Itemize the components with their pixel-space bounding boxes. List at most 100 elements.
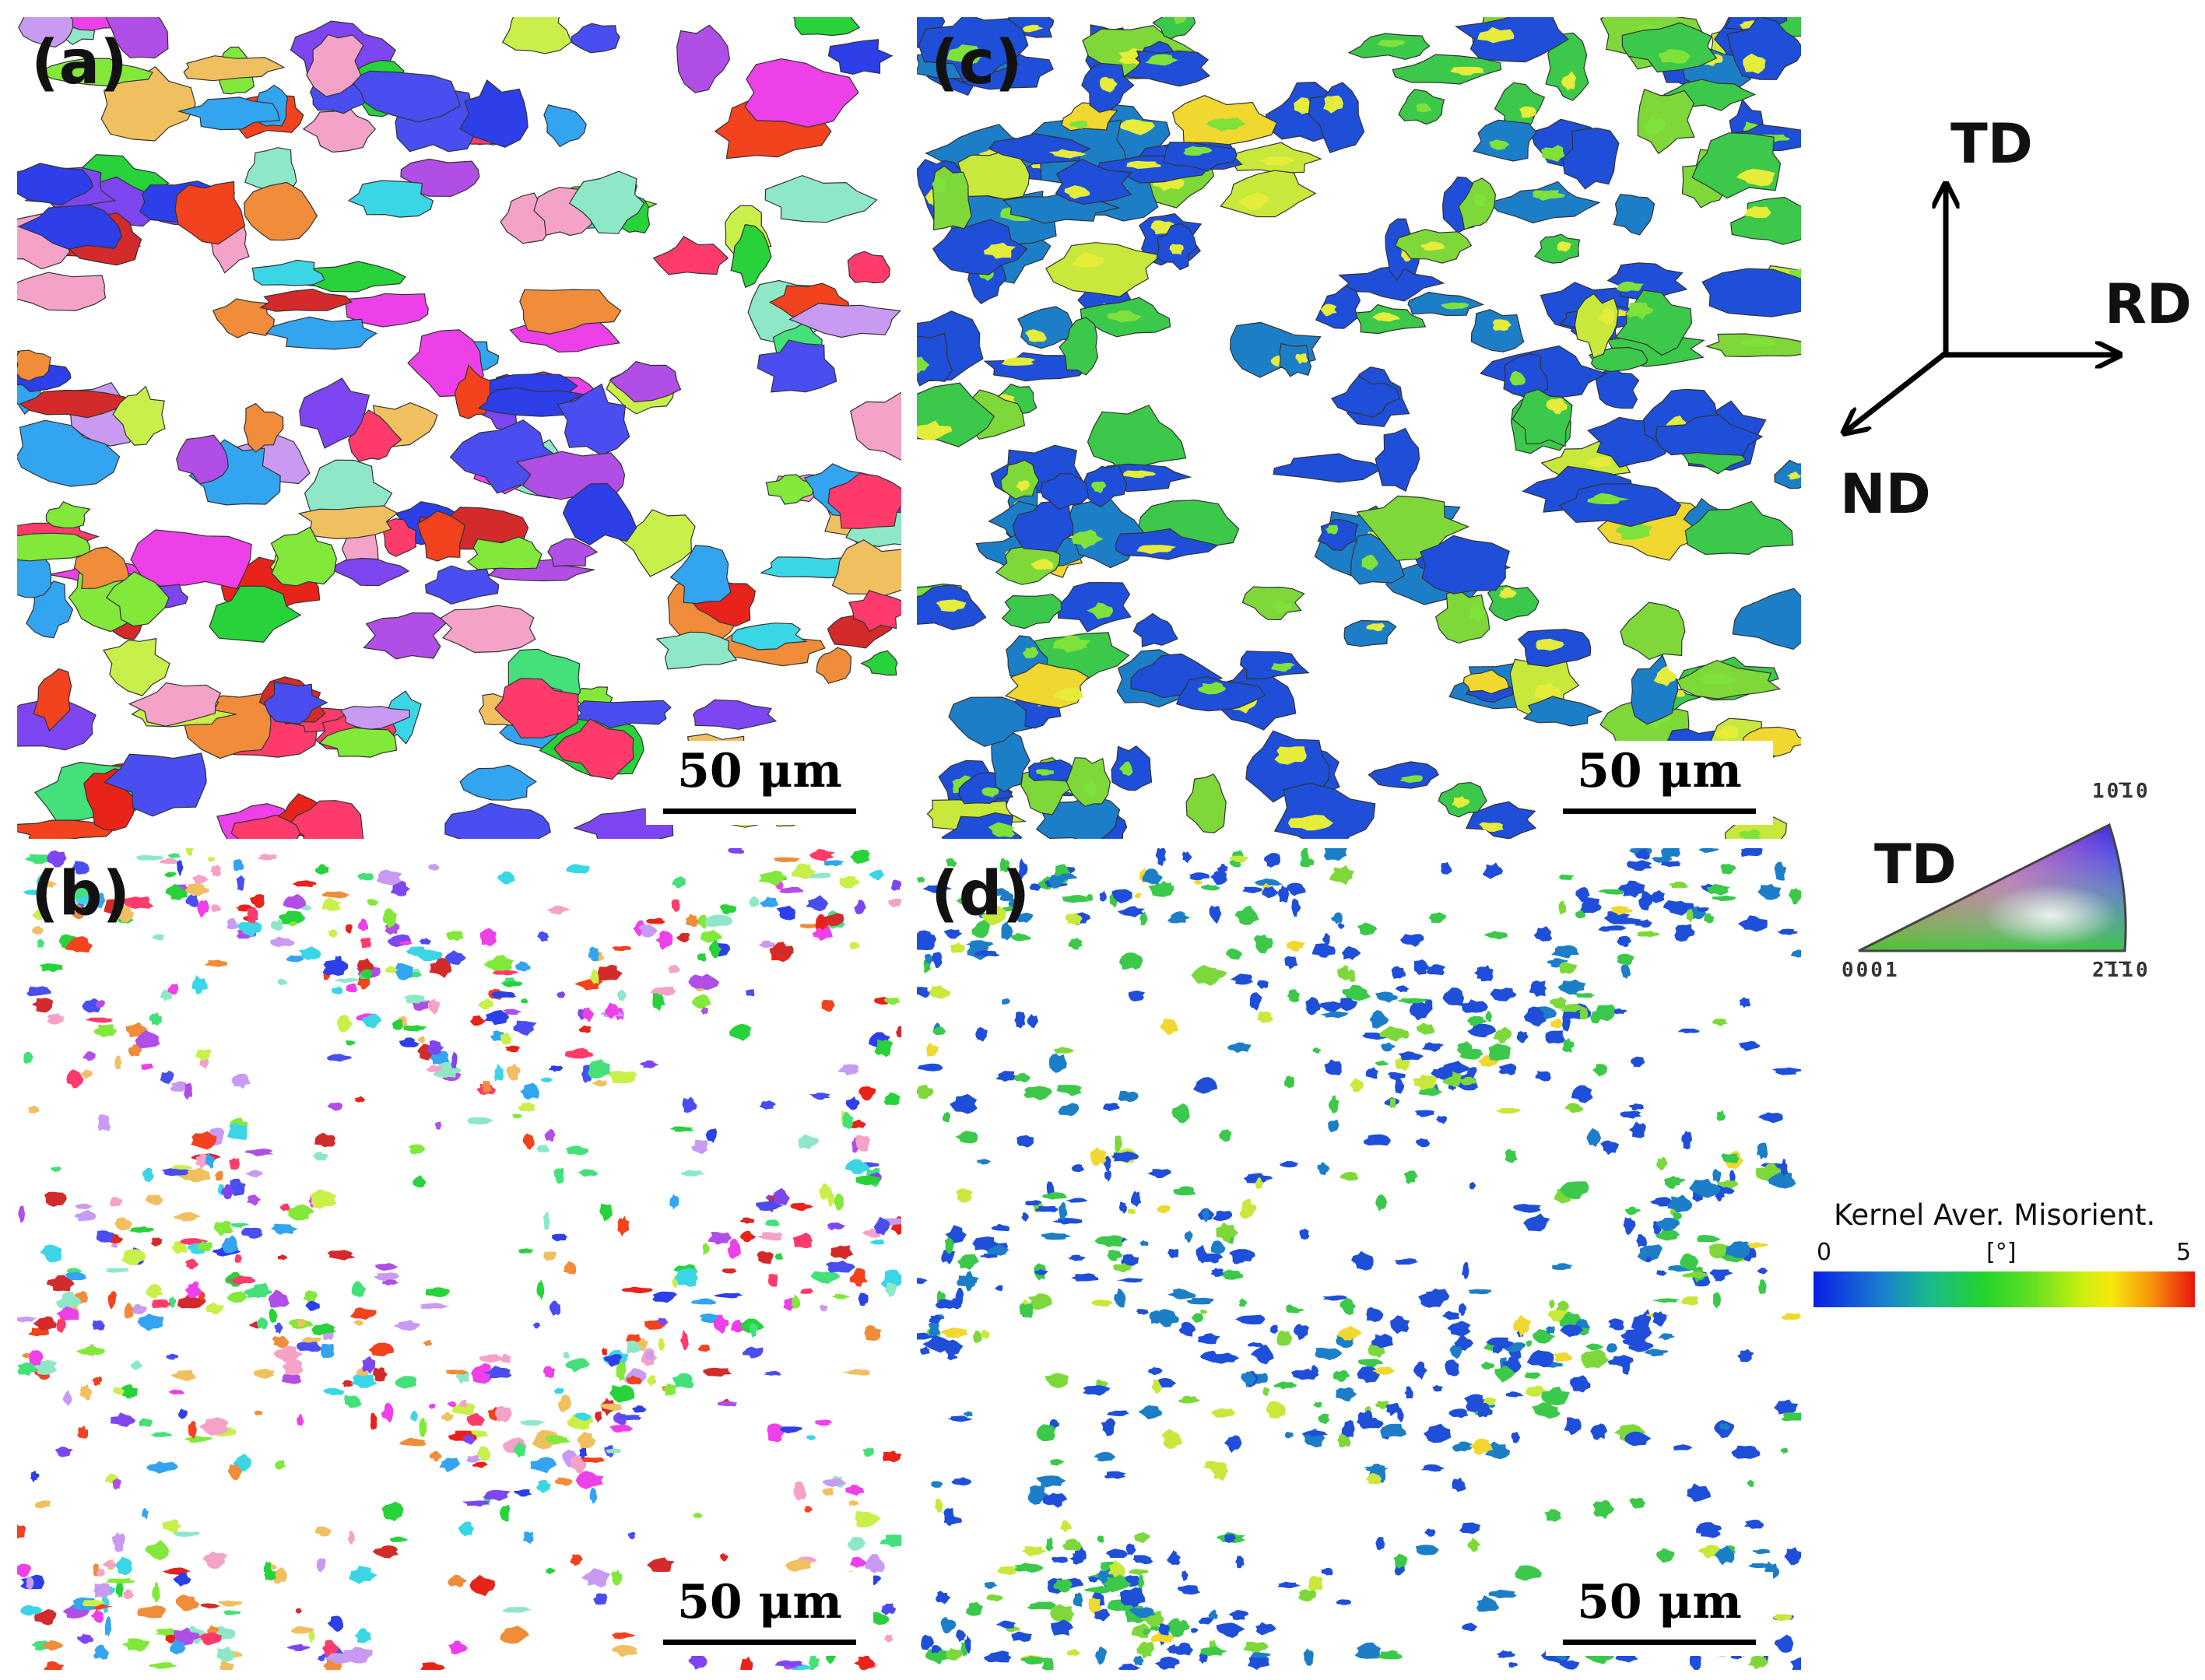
grain [444, 802, 551, 839]
grain [1513, 1314, 1532, 1337]
grain [1328, 1119, 1340, 1133]
grain [1069, 120, 1090, 129]
grain [956, 1187, 973, 1203]
grain [563, 1352, 570, 1359]
grain [650, 987, 676, 996]
grain [1617, 935, 1631, 948]
grain [917, 876, 926, 883]
grain [1780, 1447, 1789, 1454]
grain [544, 1128, 556, 1142]
grain [83, 1599, 106, 1607]
grain [1461, 999, 1488, 1013]
grain [627, 1531, 636, 1540]
grain [142, 1508, 149, 1520]
grain [521, 998, 528, 1004]
grain [1673, 1444, 1693, 1450]
grain [1631, 1314, 1648, 1334]
grain [1235, 1314, 1266, 1325]
grain [860, 650, 898, 676]
grain [18, 17, 74, 48]
grain [1449, 66, 1484, 75]
grain [167, 853, 181, 859]
grain [54, 1446, 73, 1457]
grain [1573, 993, 1596, 998]
grain [484, 1010, 510, 1026]
grain [221, 1235, 239, 1254]
grain [1299, 1228, 1310, 1240]
grain [483, 955, 514, 974]
grain [1059, 317, 1099, 376]
grain [1284, 956, 1298, 970]
grain [1375, 1060, 1389, 1066]
grain [792, 1233, 813, 1249]
grain [290, 1626, 314, 1634]
grain [1708, 1243, 1729, 1259]
grain [1748, 1655, 1768, 1670]
grain [1772, 1613, 1792, 1622]
grain [536, 1479, 551, 1493]
grain [128, 682, 222, 727]
rd-label: RD [2105, 272, 2193, 336]
grain [1284, 1432, 1294, 1439]
grain [323, 1387, 345, 1396]
grain [873, 1216, 890, 1236]
grain [1505, 1149, 1518, 1163]
grain [1395, 1056, 1411, 1071]
grain [102, 637, 170, 696]
grain [1452, 1441, 1473, 1452]
grain [1686, 906, 1694, 923]
grain [1713, 1271, 1726, 1282]
grain [1256, 1011, 1273, 1023]
grain [500, 1626, 529, 1644]
grain [1366, 623, 1385, 632]
grain [1025, 1200, 1042, 1206]
grain [1655, 414, 1764, 456]
grain [948, 1297, 962, 1310]
grain [831, 1293, 851, 1299]
grain [522, 1133, 535, 1150]
grain [1052, 1556, 1069, 1563]
kam-map-c [917, 17, 1801, 839]
grain [812, 925, 833, 942]
grain [591, 1079, 608, 1087]
grain [1361, 554, 1378, 570]
grain [931, 1481, 943, 1488]
grain [1097, 1535, 1104, 1543]
grain [339, 706, 411, 731]
grain [1066, 1198, 1088, 1203]
grain [112, 1531, 125, 1552]
grain [1716, 1110, 1726, 1121]
grain [924, 953, 933, 965]
grain [1482, 862, 1503, 879]
grain [1445, 1359, 1459, 1377]
grain [1291, 898, 1301, 917]
grain [1689, 1178, 1721, 1198]
grain [1111, 1151, 1139, 1163]
grain [406, 946, 428, 956]
grain [1557, 979, 1586, 995]
grain [1606, 1343, 1617, 1353]
grain [1704, 913, 1715, 924]
grain [1287, 815, 1333, 831]
grain [950, 942, 965, 953]
grain [160, 858, 179, 865]
grain [1689, 1651, 1701, 1670]
grain [1617, 953, 1634, 966]
grain [137, 1605, 167, 1619]
grain [235, 904, 253, 912]
grain [1390, 1315, 1410, 1335]
grain [1644, 1349, 1668, 1357]
grain [1320, 1011, 1349, 1019]
grain [1600, 1140, 1619, 1156]
grain [669, 1194, 679, 1210]
grain [700, 930, 722, 943]
grain [1125, 1543, 1136, 1555]
grain [1441, 1310, 1460, 1321]
grain [124, 1303, 135, 1319]
grain [395, 1376, 417, 1389]
grain [1625, 302, 1654, 320]
grain [1058, 1103, 1080, 1117]
grain [334, 978, 360, 984]
grain [311, 1323, 336, 1336]
panel-d: (d) 50 μm [917, 848, 1801, 1670]
